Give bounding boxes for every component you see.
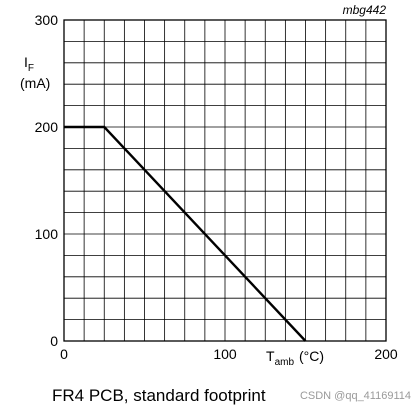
watermark-text: CSDN @qq_41169114 xyxy=(299,390,411,402)
series-line-derating-curve xyxy=(64,125,307,342)
x-axis-symbol: T xyxy=(266,348,275,364)
y-tick-label: 200 xyxy=(35,119,59,135)
y-tick-label: 300 xyxy=(35,12,59,28)
x-axis-unit: (°C) xyxy=(299,348,324,364)
plot-frame xyxy=(63,19,387,342)
x-axis-label: Tamb (°C) xyxy=(266,348,324,368)
derating-chart: 0 100 200 0 100 200 300 mbg442 IF (mA) Tamb (°… xyxy=(20,3,398,368)
x-tick-label: 100 xyxy=(213,346,237,362)
y-tick-label: 100 xyxy=(35,226,59,242)
y-tick-labels: 0 100 200 300 xyxy=(35,12,59,349)
figure-code-label: mbg442 xyxy=(343,3,387,17)
y-axis-unit: (mA) xyxy=(20,75,50,91)
x-tick-label: 0 xyxy=(60,346,68,362)
x-tick-labels: 0 100 200 xyxy=(60,346,398,362)
grid-lines xyxy=(64,20,386,341)
y-axis-symbol: I xyxy=(24,54,28,70)
y-tick-label: 0 xyxy=(50,333,58,349)
x-axis-subscript: amb xyxy=(275,357,295,368)
figure-caption: FR4 PCB, standard footprint xyxy=(52,386,266,405)
y-axis-subscript: F xyxy=(28,63,34,74)
y-axis-label: IF xyxy=(24,54,34,74)
x-tick-label: 200 xyxy=(374,346,398,362)
